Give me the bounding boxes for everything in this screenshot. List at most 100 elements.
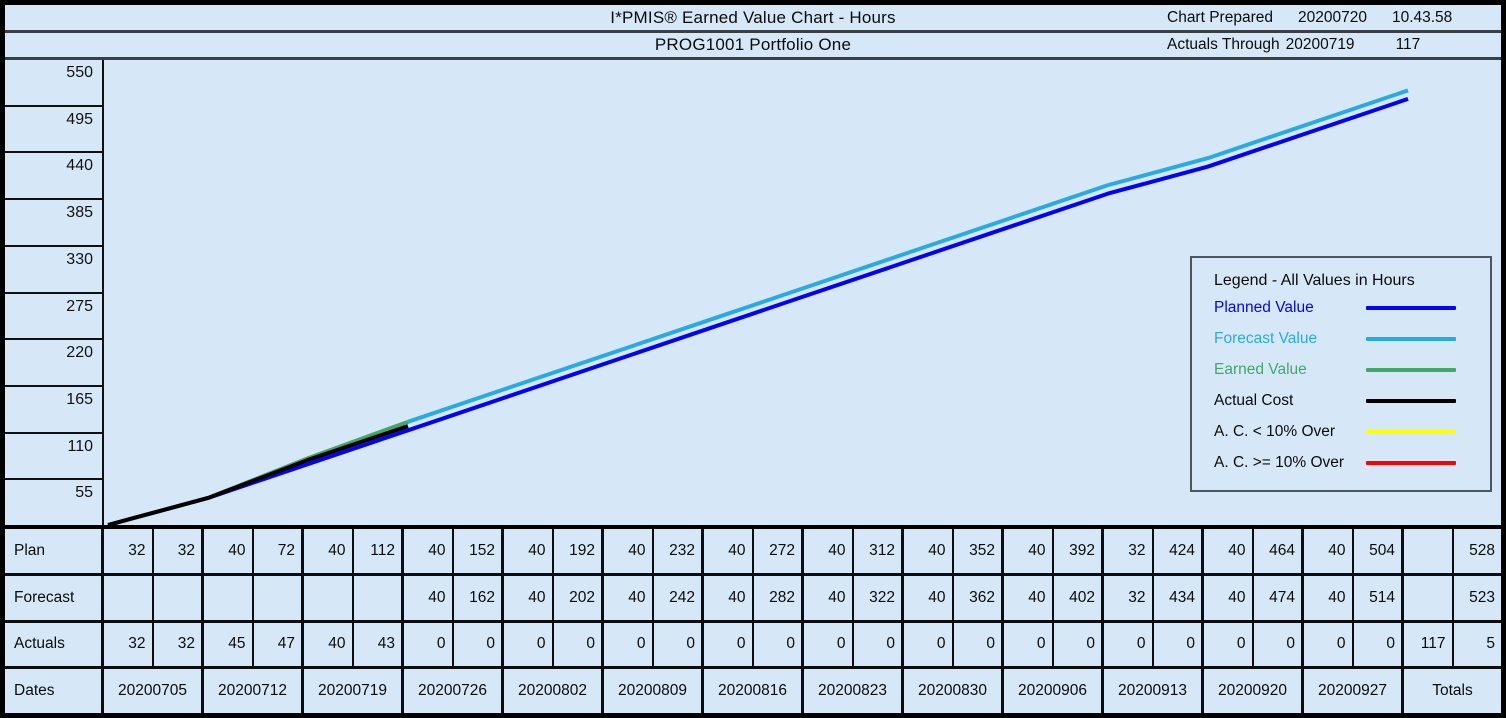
date-cell: 20200809 <box>618 682 687 700</box>
series-line-forecast <box>407 88 1409 424</box>
plan-column: 40 504 <box>1304 529 1404 573</box>
chart-region: 550 495 440 385 330 275 220 165 110 55 Legend - A… <box>5 60 1501 529</box>
plan-cumulative-value: 32 <box>177 541 195 559</box>
y-axis-tick: 55 <box>75 484 93 502</box>
plan-period-value: 40 <box>1204 529 1254 573</box>
actuals-cumulative-value: 47 <box>277 635 295 653</box>
actuals-period-value: 0 <box>1104 622 1154 667</box>
legend-line-swatch <box>1366 305 1456 310</box>
y-axis-tick: 275 <box>5 294 102 341</box>
date-column: 20200920 <box>1204 669 1304 713</box>
actuals-period-value: 0 <box>1304 622 1354 667</box>
forecast-period-value <box>304 575 354 620</box>
plan-cumulative-value: 152 <box>469 541 495 559</box>
plan-column: 32 424 <box>1104 529 1204 573</box>
actuals-period-value: 0 <box>1204 622 1254 667</box>
row-label-forecast: Forecast <box>5 575 104 620</box>
plan-cumulative-value: 312 <box>869 541 895 559</box>
series-line-earned <box>107 419 409 525</box>
plan-column: 40 112 <box>304 529 404 573</box>
forecast-period-value: 32 <box>1104 575 1154 620</box>
actuals-cumulative-value: 0 <box>1386 635 1395 653</box>
actuals-cumulative-value: 0 <box>486 635 495 653</box>
forecast-period-value: 40 <box>604 575 654 620</box>
forecast-column: 32 434 <box>1104 575 1204 620</box>
plan-period-value: 40 <box>204 529 254 573</box>
legend-box: Legend - All Values in Hours Planned Val… <box>1190 256 1492 492</box>
plan-column: 40 392 <box>1004 529 1104 573</box>
plan-column: 40 352 <box>904 529 1004 573</box>
actuals-cumulative-value: 0 <box>1286 635 1295 653</box>
date-column: 20200712 <box>204 669 304 713</box>
actuals-period-value: 0 <box>404 622 454 667</box>
forecast-column: 40 202 <box>504 575 604 620</box>
plan-column: 40 312 <box>804 529 904 573</box>
plan-cumulative-value: 72 <box>277 541 295 559</box>
actuals-cumulative-value: 0 <box>586 635 595 653</box>
plan-period-value: 40 <box>804 529 854 573</box>
y-axis-tick: 220 <box>5 340 102 387</box>
header-row-1: I*PMIS® Earned Value Chart - Hours Chart… <box>5 5 1501 33</box>
date-column: 20200906 <box>1004 669 1104 713</box>
forecast-column: 40 514 <box>1304 575 1404 620</box>
forecast-cumulative-value: 514 <box>1369 588 1395 606</box>
forecast-cumulative-value: 434 <box>1169 588 1195 606</box>
actuals-period-value: 0 <box>604 622 654 667</box>
date-column: 20200705 <box>104 669 204 713</box>
legend-entry: A. C. >= 10% Over <box>1214 454 1456 472</box>
y-axis: 550 495 440 385 330 275 220 165 110 55 <box>5 60 104 525</box>
actuals-through-value: 117 <box>1395 36 1421 53</box>
plan-cumulative-value: 232 <box>669 541 695 559</box>
chart-prepared-time: 10.43.58 <box>1391 8 1453 26</box>
actuals-column: 45 47 <box>204 622 304 667</box>
actuals-cumulative-value: 0 <box>1086 635 1095 653</box>
plan-period-value: 32 <box>104 529 154 573</box>
plan-period-value: 40 <box>704 529 754 573</box>
actuals-period-value: 0 <box>1004 622 1054 667</box>
y-axis-tick: 110 <box>5 434 102 481</box>
legend-entries: Planned Value Forecast Value Earned Value A… <box>1214 292 1456 478</box>
table-row-dates: Dates 20200705 20200712 20200719 20200726 202… <box>5 669 1501 713</box>
legend-line-swatch <box>1366 367 1456 372</box>
plan-cumulative-value: 352 <box>969 541 995 559</box>
forecast-column: 40 402 <box>1004 575 1104 620</box>
date-cell: 20200823 <box>818 682 887 700</box>
forecast-period-value <box>204 575 254 620</box>
date-cell: Totals <box>1432 682 1473 700</box>
table-row-actuals: Actuals 32 32 45 47 40 43 0 0 0 0 0 0 0 0 0 0 0 0 0 0 0 0 0 0 0 0 1… <box>5 622 1501 670</box>
plan-period-value: 40 <box>904 529 954 573</box>
forecast-period-value: 40 <box>1004 575 1054 620</box>
forecast-cumulative-value: 282 <box>769 588 795 606</box>
actuals-cumulative-value: 0 <box>786 635 795 653</box>
actuals-through-info: Actuals Through 20200719 117 <box>1167 33 1420 57</box>
actuals-cumulative-value: 0 <box>886 635 895 653</box>
page-title: I*PMIS® Earned Value Chart - Hours <box>610 7 896 27</box>
plan-column: 40 72 <box>204 529 304 573</box>
legend-entry-label: A. C. < 10% Over <box>1214 422 1336 440</box>
legend-entry: Forecast Value <box>1214 330 1456 348</box>
date-column: 20200816 <box>704 669 804 713</box>
actuals-period-value: 0 <box>804 622 854 667</box>
legend-entry-label: Earned Value <box>1214 360 1307 378</box>
row-label-plan: Plan <box>5 529 104 573</box>
date-cell: 20200719 <box>318 682 387 700</box>
actuals-through-label: Actuals Through <box>1167 36 1280 53</box>
actuals-cumulative-value: 43 <box>377 635 395 653</box>
date-cell: 20200705 <box>118 682 187 700</box>
plan-cumulative-value: 424 <box>1169 541 1195 559</box>
plan-column: 32 32 <box>104 529 204 573</box>
plan-period-value: 40 <box>1304 529 1354 573</box>
date-column: 20200719 <box>304 669 404 713</box>
plan-column: 40 272 <box>704 529 804 573</box>
chart-prepared-date: 20200720 <box>1297 8 1367 26</box>
plan-column: 40 152 <box>404 529 504 573</box>
plan-cumulative-value: 272 <box>769 541 795 559</box>
date-column: 20200809 <box>604 669 704 713</box>
forecast-period-value <box>104 575 154 620</box>
actuals-column: 117 5 <box>1404 622 1501 667</box>
